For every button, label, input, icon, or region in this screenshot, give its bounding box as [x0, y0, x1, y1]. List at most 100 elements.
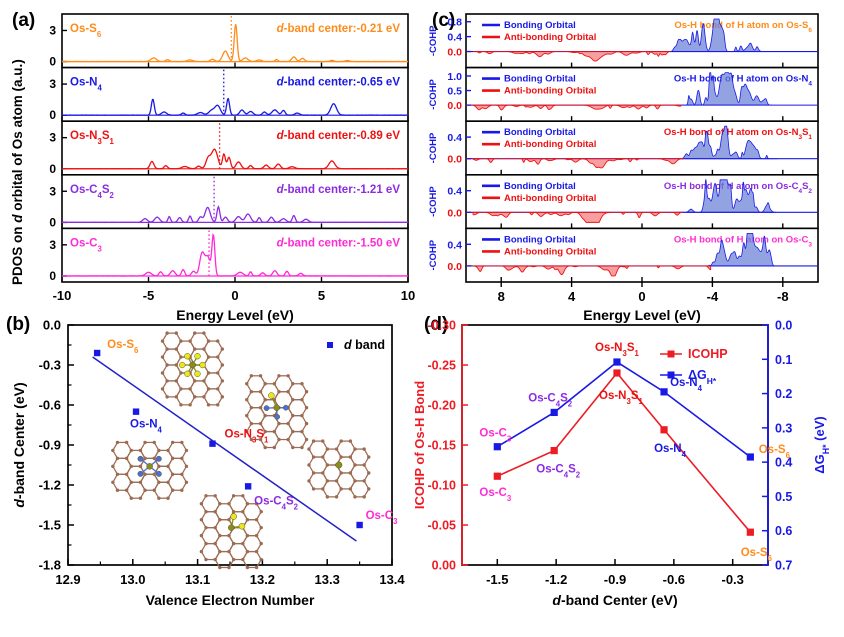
- dgh-marker[interactable]: [613, 358, 621, 366]
- nitrogen-atom: [155, 455, 162, 462]
- carbon-atom: [304, 405, 309, 410]
- data-point-marker[interactable]: [244, 483, 252, 490]
- data-point-marker[interactable]: [132, 408, 140, 415]
- structure-C4S2: [199, 494, 263, 570]
- dgh-point-label: Os-N3S1: [595, 342, 640, 358]
- structure-C3: [307, 439, 371, 499]
- carbon-atom: [166, 480, 170, 484]
- y-tick-label: 0: [49, 108, 56, 122]
- data-point-marker[interactable]: [209, 440, 216, 447]
- nitrogen-atom: [155, 470, 162, 477]
- carbon-atom: [124, 456, 129, 461]
- carbon-atom: [204, 494, 208, 498]
- cohp-subplot-title: Os-H bond of H atom on Os-N4: [674, 74, 813, 88]
- cohp-subplot-frame: [465, 13, 819, 69]
- carbon-atom: [300, 429, 304, 434]
- carbon-atom: [199, 518, 204, 522]
- graphene-lattice-N4: [111, 440, 189, 500]
- carbon-atom: [165, 379, 169, 383]
- carbon-atom: [143, 440, 147, 445]
- y-tick-label: 3: [49, 131, 56, 145]
- pdos-series-label: Os-N4: [70, 77, 102, 93]
- panel-c-ylabel: -COHP: [428, 78, 439, 109]
- carbon-atom: [180, 472, 184, 476]
- icohp-marker[interactable]: [746, 528, 754, 536]
- legend-label: Bonding Orbital: [504, 127, 576, 138]
- nitrogen-atom: [137, 470, 144, 477]
- carbon-atom: [304, 390, 309, 394]
- y-tick-right-label: 0.6: [775, 524, 792, 538]
- cohp-subplot-title: Os-H bond of H atom on Os-S6: [674, 20, 812, 34]
- icohp-marker[interactable]: [493, 472, 501, 480]
- dgh-marker[interactable]: [493, 443, 501, 451]
- panel-b-tag: (b): [6, 314, 30, 335]
- y-tick-left-label: 0.00: [432, 559, 456, 573]
- graphene-lattice-C4S2: [199, 494, 263, 570]
- carbon-atom: [241, 541, 245, 546]
- legend-label: d band: [344, 338, 385, 352]
- graphene-lattice-S6: [160, 331, 225, 407]
- carbon-atom: [193, 395, 197, 399]
- y-tick-label: 0.0: [447, 261, 462, 273]
- dgh-marker[interactable]: [550, 408, 558, 417]
- icohp-marker[interactable]: [613, 369, 621, 377]
- carbon-atom: [165, 347, 169, 351]
- dgh-point-label: Os-S6: [759, 444, 791, 460]
- carbon-atom: [124, 472, 129, 476]
- carbon-atom: [321, 455, 325, 459]
- data-point-marker[interactable]: [356, 521, 363, 529]
- carbon-atom: [241, 557, 245, 562]
- dgh-marker[interactable]: [746, 453, 754, 461]
- carbon-atom: [231, 494, 236, 498]
- x-tick-label: -4: [707, 289, 719, 304]
- carbon-atom: [334, 495, 339, 499]
- x-tick-label: 13.0: [120, 572, 145, 587]
- y-tick-right-label: 0.4: [775, 456, 792, 470]
- carbon-atom: [202, 347, 206, 351]
- y-tick-right-label: 0.2: [775, 387, 792, 401]
- carbon-atom: [348, 439, 353, 443]
- antibonding-orbital-area: [472, 104, 682, 111]
- osmium-atom: [146, 463, 153, 470]
- legend-label: Bonding Orbital: [504, 74, 576, 85]
- carbon-atom: [227, 565, 231, 570]
- data-point-marker[interactable]: [93, 349, 101, 357]
- carbon-atom: [227, 533, 231, 538]
- carbon-atom: [193, 379, 197, 383]
- icohp-point-label: Os-C4S2: [536, 464, 581, 480]
- panel-b-ylabel: d-band Center (eV): [11, 382, 27, 507]
- y-tick-left-label: -0.25: [428, 359, 457, 373]
- carbon-atom: [199, 502, 204, 506]
- icohp-marker[interactable]: [550, 447, 558, 455]
- pdos-subplot-frame: [61, 66, 409, 122]
- dgh-marker[interactable]: [660, 388, 668, 396]
- carbon-atom: [249, 390, 254, 394]
- carbon-atom: [325, 479, 330, 483]
- y-tick-label: 0.4: [447, 32, 462, 44]
- icohp-point-label: Os-C3: [479, 487, 511, 503]
- y-tick-right-label: 0.7: [775, 559, 792, 573]
- dband-center-label: d-band center:-1.50 eV: [277, 237, 401, 249]
- dband-center-label: d-band center:-0.21 eV: [277, 23, 401, 35]
- x-tick-label: -1.5: [486, 572, 508, 587]
- carbon-atom: [216, 339, 220, 343]
- carbon-atom: [259, 525, 263, 530]
- x-tick-label: 10: [401, 288, 415, 303]
- carbon-atom: [188, 403, 192, 407]
- legend-label: Bonding Orbital: [504, 234, 576, 245]
- carbon-atom: [204, 525, 208, 530]
- carbon-atom: [115, 456, 120, 461]
- carbon-atom: [160, 371, 165, 375]
- carbon-atom: [277, 374, 281, 378]
- panel-a-tag: (a): [12, 10, 35, 31]
- carbon-atom: [227, 502, 231, 506]
- carbon-atom: [263, 413, 267, 418]
- carbon-atom: [258, 437, 263, 442]
- sulfur-atom: [268, 392, 275, 399]
- antibonding-orbital-area: [472, 211, 683, 223]
- carbon-atom: [272, 382, 277, 386]
- carbon-atom: [115, 440, 120, 445]
- icohp-marker[interactable]: [660, 426, 668, 434]
- carbon-atom: [304, 421, 309, 426]
- carbon-atom: [249, 374, 254, 378]
